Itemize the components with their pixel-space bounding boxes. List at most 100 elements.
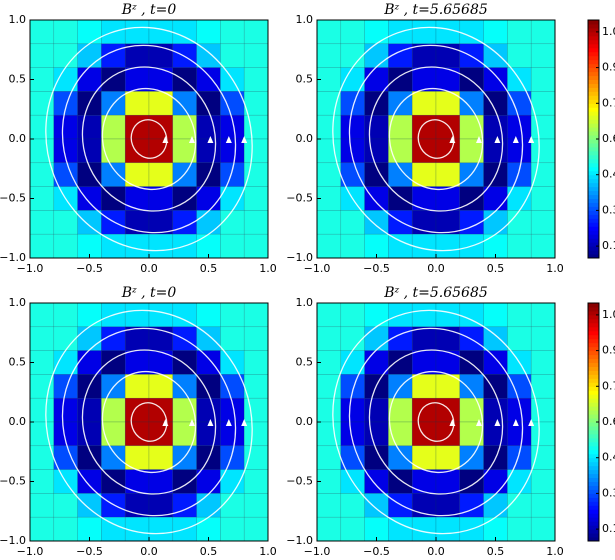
- heatmap-cell: [148, 19, 174, 45]
- heatmap-cell: [483, 67, 508, 92]
- y-tick-label: 0.5: [296, 73, 314, 86]
- colorbar-band: [588, 362, 599, 367]
- heatmap-cell: [340, 516, 365, 542]
- panel-title: Bᶻ , t=5.65685: [383, 285, 488, 301]
- heatmap-cell: [316, 114, 342, 140]
- heatmap-cell: [388, 210, 413, 235]
- colorbar-band: [588, 27, 599, 33]
- heatmap-cell: [435, 445, 461, 470]
- x-tick-label: −0.5: [363, 262, 390, 275]
- heatmap-cell: [53, 397, 78, 423]
- colorbar-band: [588, 537, 599, 542]
- field-line: [130, 119, 168, 159]
- heatmap-cell: [77, 43, 102, 68]
- heatmap-cell: [530, 350, 556, 375]
- heatmap-cell: [435, 350, 461, 375]
- field-arrow: [162, 136, 169, 143]
- heatmap-cell: [220, 19, 245, 45]
- colorbar-band: [588, 115, 599, 120]
- field-arrow: [188, 419, 195, 426]
- heatmap-cell: [53, 43, 78, 68]
- colorbar-band: [588, 51, 599, 57]
- heatmap-cell: [507, 421, 532, 447]
- x-tick-label: 1.0: [259, 262, 277, 275]
- colorbar-band: [588, 521, 599, 526]
- field-line: [417, 402, 455, 442]
- heatmap-cell: [364, 114, 389, 140]
- colorbar-band: [588, 190, 599, 196]
- colorbar-tick-label: 0.75: [602, 379, 615, 392]
- colorbar-band: [588, 67, 599, 73]
- heatmap-cell: [435, 210, 461, 235]
- panel-title: Bᶻ , t=0: [121, 285, 177, 301]
- colorbar-tick-label: 0.30: [602, 203, 615, 216]
- heatmap-cell: [29, 43, 55, 68]
- heatmap-cell: [29, 326, 55, 351]
- colorbar-band: [588, 47, 599, 53]
- panel: −1.0 −0.5 0.0 0.5 1.0 −1.0 −0.5 0.0 0.5 1.0 Bᶻ , t…: [286, 2, 615, 275]
- heatmap-cell: [530, 326, 556, 351]
- panel: −1.0 −0.5 0.0 0.5 1.0 −1.0 −0.5 0.0 0.5 1.0 Bᶻ , t…: [0, 2, 277, 275]
- heatmap-cell: [124, 233, 150, 259]
- colorbar-band: [588, 425, 599, 431]
- colorbar-band: [588, 382, 599, 387]
- heatmap-cell: [316, 326, 342, 351]
- colorbar-band: [588, 326, 599, 332]
- heatmap-cell: [220, 445, 245, 470]
- colorbar-band: [588, 226, 599, 231]
- heatmap-cell: [148, 67, 174, 92]
- heatmap-cell: [243, 445, 269, 470]
- colorbar-band: [588, 246, 599, 251]
- heatmap-cell: [101, 233, 126, 259]
- colorbar-band: [588, 150, 599, 156]
- colorbar-band: [588, 306, 599, 312]
- heatmap-cell: [53, 91, 78, 116]
- colorbar-band: [588, 342, 599, 348]
- heatmap-cell: [220, 162, 245, 187]
- heatmap-cell: [29, 516, 55, 542]
- y-tick-label: 1.0: [9, 13, 27, 26]
- colorbar-band: [588, 509, 599, 514]
- heatmap-cell: [435, 114, 461, 140]
- heatmap-cell: [243, 67, 269, 92]
- heatmap-cell: [124, 326, 150, 351]
- heatmap-cell: [316, 19, 342, 45]
- colorbar-band: [588, 481, 599, 486]
- colorbar-band: [588, 505, 599, 510]
- colorbar-band: [588, 218, 599, 223]
- colorbar-band: [588, 178, 599, 184]
- heatmap-cell: [483, 302, 508, 328]
- heatmap-cell: [507, 516, 532, 542]
- colorbar-band: [588, 131, 599, 136]
- colorbar-tick-label: 1.05: [602, 25, 615, 38]
- colorbar-band: [588, 111, 599, 116]
- heatmap-cell: [196, 43, 221, 68]
- colorbar-tick-label: 0.15: [602, 522, 615, 535]
- colorbar-band: [588, 31, 599, 37]
- heatmap-cell: [148, 162, 174, 187]
- heatmap-cell: [435, 19, 461, 45]
- colorbar-tick-label: 0.90: [602, 344, 615, 357]
- colorbar-band: [588, 493, 599, 498]
- heatmap-cell: [172, 43, 197, 68]
- colorbar-band: [588, 127, 599, 132]
- heatmap-cell: [530, 43, 556, 68]
- panel: −1.0 −0.5 0.0 0.5 1.0 −1.0 −0.5 0.0 0.5 1.0 Bᶻ , t…: [286, 285, 615, 558]
- colorbar-band: [588, 250, 599, 255]
- y-tick-label: 1.0: [296, 13, 314, 26]
- colorbar-band: [588, 350, 599, 356]
- field-line: [388, 87, 484, 191]
- heatmap-cell: [435, 397, 461, 423]
- colorbar-band: [588, 234, 599, 239]
- colorbar-band: [588, 318, 599, 324]
- colorbar-band: [588, 123, 599, 128]
- heatmap-cell: [29, 91, 55, 116]
- x-tick-label: 0.5: [200, 262, 218, 275]
- heatmap-cell: [364, 67, 389, 92]
- colorbar-band: [588, 489, 599, 494]
- field-line: [368, 349, 504, 495]
- colorbar-band: [588, 394, 599, 399]
- heatmap-cell: [77, 445, 102, 470]
- field-arrow: [512, 419, 519, 426]
- heatmap-cell: [411, 114, 437, 140]
